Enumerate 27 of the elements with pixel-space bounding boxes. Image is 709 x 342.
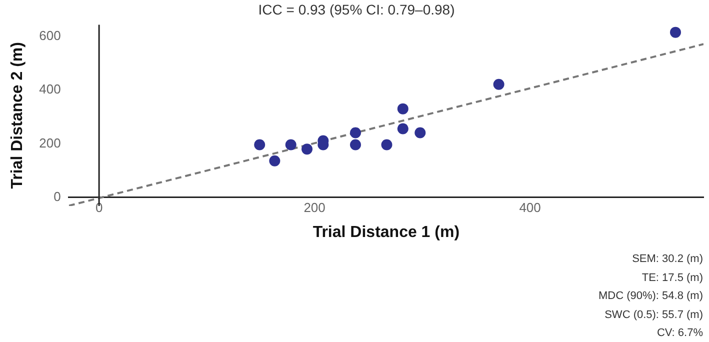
y-axis-title: Trial Distance 2 (m) xyxy=(9,42,26,189)
text: CV: 6.7% xyxy=(656,326,703,341)
text: TE: 17.5 (m) xyxy=(640,270,703,286)
text: MDC (90%): 54.8 (m) xyxy=(598,289,703,304)
point xyxy=(254,139,266,150)
point xyxy=(381,139,392,150)
x-axis-title: Trial Distance 1 (m) xyxy=(312,224,461,242)
point xyxy=(350,139,361,150)
y-tick-label: 600 xyxy=(39,28,61,43)
x-tick-label: 0 xyxy=(95,200,103,215)
text: SWC (0.5): 55.7 (m) xyxy=(604,308,703,322)
point xyxy=(414,127,426,138)
point xyxy=(493,78,504,90)
text: SEM: 30.2 (m) xyxy=(631,252,703,267)
y-tick-label: 0 xyxy=(54,188,61,204)
point xyxy=(269,155,280,166)
point xyxy=(350,127,361,138)
point xyxy=(397,103,408,114)
point xyxy=(670,26,681,38)
point xyxy=(302,144,313,155)
y-tick-label: 200 xyxy=(39,135,61,150)
y-tick-label: 400 xyxy=(39,82,61,97)
x-tick-label: 400 xyxy=(519,200,541,215)
chart-title: ICC = 0.93 (95% CI: 0.79–0.98) xyxy=(258,1,455,18)
x-tick-label: 200 xyxy=(304,200,326,215)
point xyxy=(397,123,408,134)
point xyxy=(285,139,296,150)
